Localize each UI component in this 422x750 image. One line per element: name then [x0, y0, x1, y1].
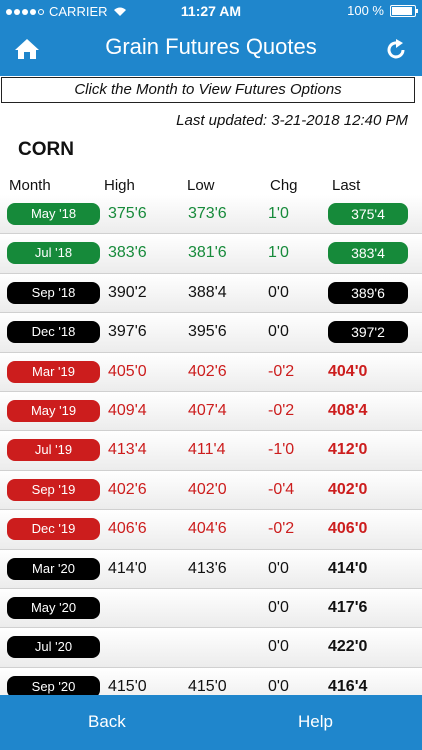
chg-value: -0'4	[268, 480, 295, 498]
month-button[interactable]: Jul '18	[7, 242, 100, 265]
month-button[interactable]: May '18	[7, 203, 100, 225]
refresh-icon[interactable]	[384, 38, 408, 62]
quotes-table: May '18 375'6 373'6 1'0 375'4 Jul '18 383'6 381…	[0, 195, 422, 708]
last-value: 406'0	[328, 520, 368, 538]
month-button[interactable]: May '20	[7, 596, 100, 619]
high-value: 414'0	[108, 559, 147, 577]
month-button[interactable]: Mar '19	[7, 360, 100, 383]
month-button[interactable]: Sep '20	[7, 675, 100, 698]
battery-icon	[390, 4, 418, 17]
chg-value: 0'0	[268, 638, 289, 656]
high-value: 390'2	[108, 283, 147, 301]
table-row: Dec '19 406'6 404'6 -0'2 406'0	[0, 510, 422, 550]
month-button[interactable]: Dec '19	[7, 518, 100, 541]
low-value: 402'6	[188, 362, 227, 380]
chg-value: 0'0	[268, 559, 289, 577]
table-row: Sep '19 402'6 402'0 -0'4 402'0	[0, 470, 422, 511]
home-icon[interactable]	[14, 38, 40, 60]
low-value: 415'0	[188, 677, 227, 695]
last-value: 402'0	[328, 480, 368, 498]
status-bar: CARRIER 11:27 AM 100 %	[0, 0, 422, 22]
low-value: 395'6	[188, 323, 227, 341]
help-button[interactable]: Help	[298, 712, 333, 731]
column-last: Last	[332, 177, 361, 194]
low-value: 413'6	[188, 559, 227, 577]
table-row: Mar '20 414'0 413'6 0'0 414'0	[0, 549, 422, 589]
month-button[interactable]: May '19	[7, 399, 100, 422]
futures-options-hint: Click the Month to View Futures Options	[1, 77, 415, 103]
low-value: 381'6	[188, 244, 227, 262]
chg-value: 0'0	[268, 598, 289, 616]
page-title: Grain Futures Quotes	[105, 34, 317, 59]
last-value: 414'0	[328, 559, 368, 577]
table-row: May '19 409'4 407'4 -0'2 408'4	[0, 391, 422, 432]
chg-value: 0'0	[268, 283, 289, 301]
chg-value: -1'0	[268, 441, 295, 459]
bottom-bar: Back Help	[0, 695, 422, 750]
low-value: 373'6	[188, 205, 227, 222]
last-updated: Last updated: 3-21-2018 12:40 PM	[176, 112, 408, 129]
last-value: 422'0	[328, 638, 368, 656]
last-value: 416'4	[328, 677, 368, 695]
month-button[interactable]: Sep '18	[7, 281, 100, 304]
high-value: 375'6	[108, 205, 147, 222]
table-header: Month High Low Chg Last	[0, 177, 416, 196]
column-chg: Chg	[270, 177, 298, 194]
back-button[interactable]: Back	[88, 712, 126, 731]
high-value: 383'6	[108, 244, 147, 262]
column-month: Month	[9, 177, 51, 194]
table-row: May '20 0'0 417'6	[0, 588, 422, 629]
last-value: 404'0	[328, 362, 368, 380]
chg-value: 0'0	[268, 677, 289, 695]
app-header: Grain Futures Quotes	[0, 22, 422, 76]
column-high: High	[104, 177, 135, 194]
last-value: 383'4	[328, 242, 408, 265]
table-row: Jul '18 383'6 381'6 1'0 383'4	[0, 234, 422, 274]
signal-icon	[6, 8, 44, 15]
month-button[interactable]: Dec '18	[7, 321, 100, 344]
low-value: 407'4	[188, 401, 227, 419]
month-button[interactable]: Jul '19	[7, 439, 100, 462]
low-value: 404'6	[188, 520, 227, 538]
high-value: 405'0	[108, 362, 147, 380]
table-row: Sep '18 390'2 388'4 0'0 389'6	[0, 273, 422, 314]
last-value: 397'2	[328, 321, 408, 344]
chg-value: 0'0	[268, 323, 289, 341]
high-value: 415'0	[108, 677, 147, 695]
table-row: Jul '19 413'4 411'4 -1'0 412'0	[0, 431, 422, 471]
column-low: Low	[187, 177, 215, 194]
last-value: 417'6	[328, 598, 368, 616]
month-button[interactable]: Mar '20	[7, 557, 100, 580]
low-value: 388'4	[188, 283, 227, 301]
table-row: Mar '19 405'0 402'6 -0'2 404'0	[0, 352, 422, 392]
chg-value: 1'0	[268, 244, 289, 262]
high-value: 402'6	[108, 480, 147, 498]
high-value: 406'6	[108, 520, 147, 538]
high-value: 409'4	[108, 401, 147, 419]
last-value: 389'6	[328, 281, 408, 304]
month-button[interactable]: Sep '19	[7, 478, 100, 501]
commodity-title: CORN	[18, 139, 74, 160]
table-row: Jul '20 0'0 422'0	[0, 628, 422, 668]
battery-label: 100 %	[347, 3, 384, 18]
low-value: 411'4	[188, 441, 226, 459]
high-value: 397'6	[108, 323, 147, 341]
high-value: 413'4	[108, 441, 147, 459]
last-value: 408'4	[328, 401, 368, 419]
last-value: 375'4	[328, 203, 408, 225]
last-value: 412'0	[328, 441, 368, 459]
month-button[interactable]: Jul '20	[7, 636, 100, 659]
table-row: Dec '18 397'6 395'6 0'0 397'2	[0, 313, 422, 353]
wifi-icon	[113, 7, 126, 16]
low-value: 402'0	[188, 480, 227, 498]
chg-value: -0'2	[268, 520, 295, 538]
chg-value: 1'0	[268, 205, 289, 222]
carrier-label: CARRIER	[49, 4, 108, 19]
chg-value: -0'2	[268, 362, 295, 380]
chg-value: -0'2	[268, 401, 295, 419]
table-row: May '18 375'6 373'6 1'0 375'4	[0, 195, 422, 235]
status-time: 11:27 AM	[180, 3, 242, 19]
